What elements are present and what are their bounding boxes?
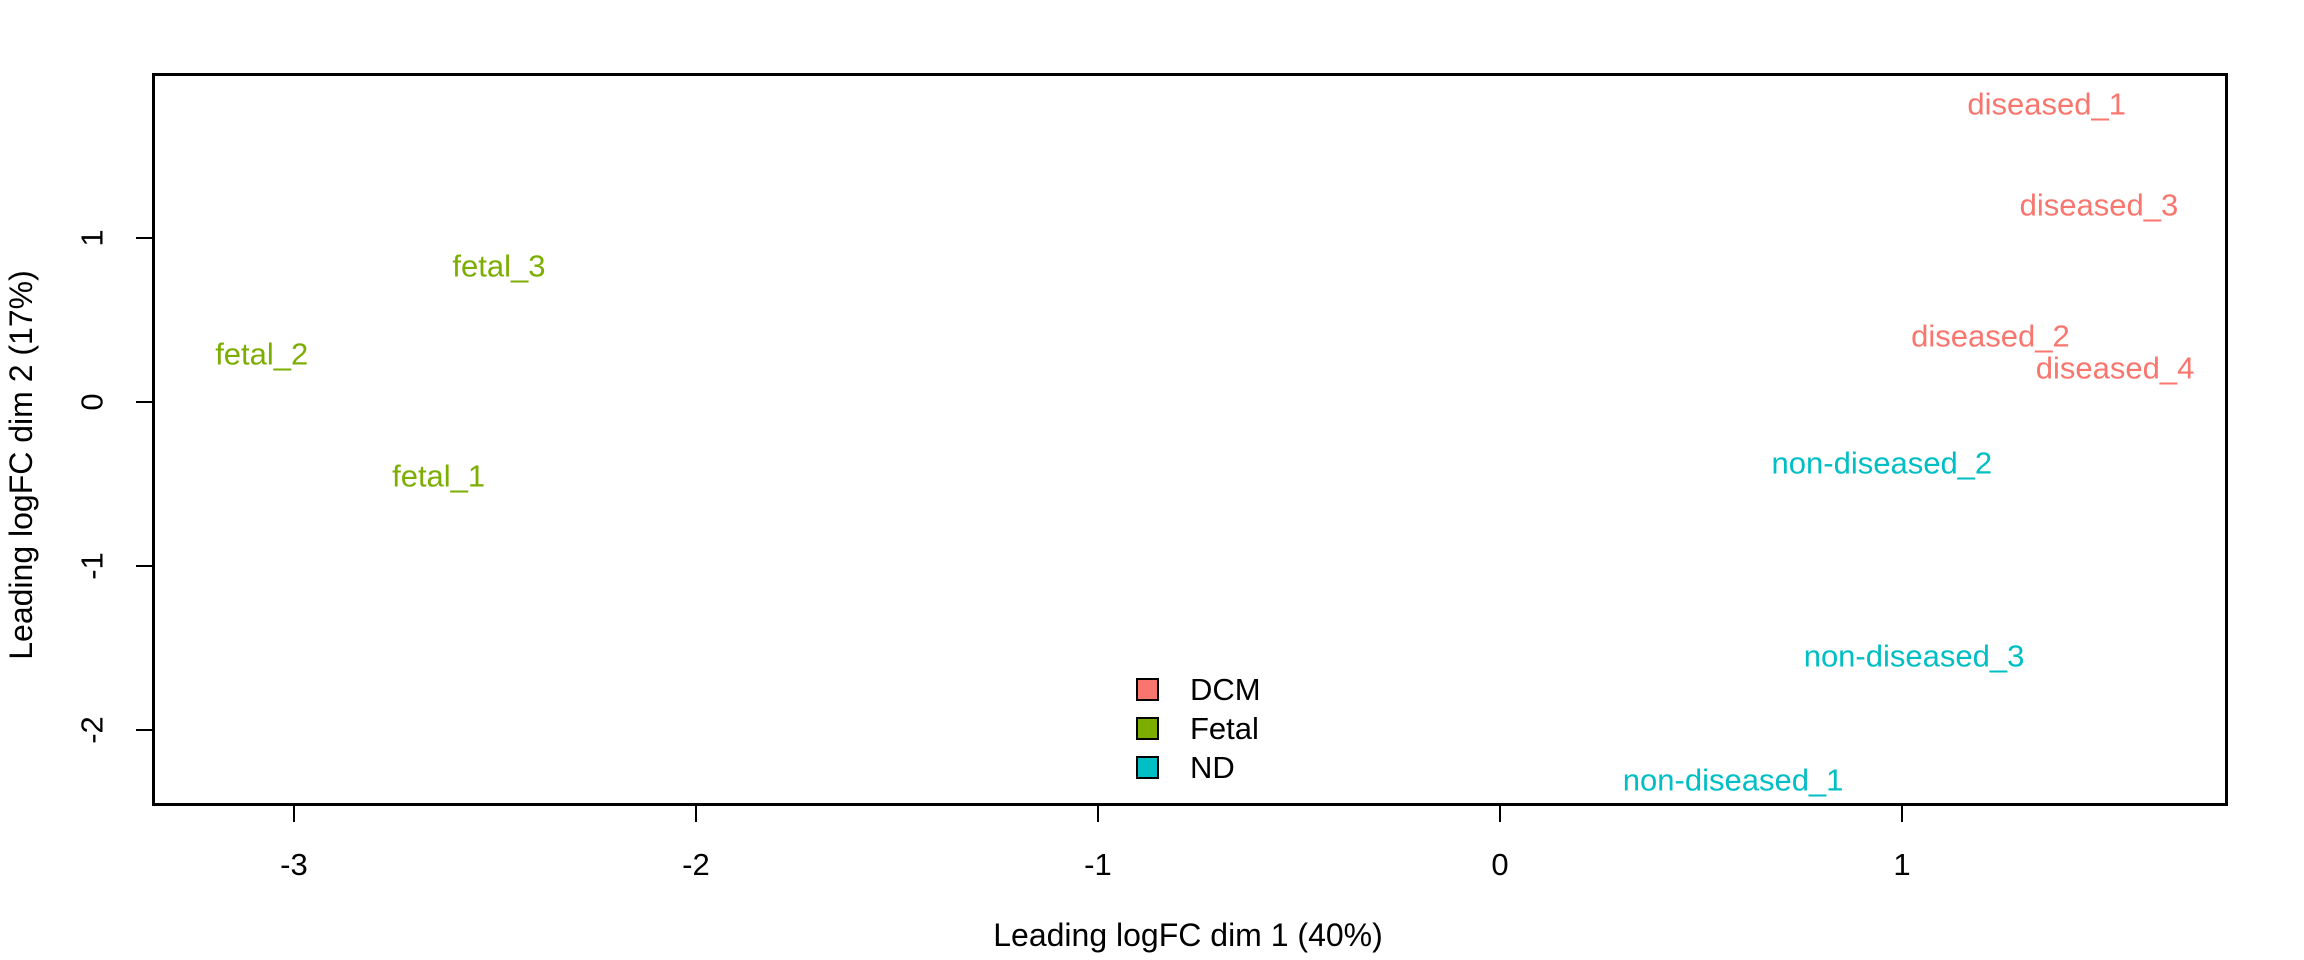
legend-item: ND: [1136, 752, 1261, 783]
x-axis-tick-label: -2: [682, 847, 710, 882]
sample-label: diseased_3: [2019, 187, 2179, 223]
y-axis-tick: [136, 400, 152, 403]
sample-label: fetal_3: [452, 248, 546, 284]
sample-label: fetal_1: [392, 458, 486, 494]
y-axis-tick-label: -1: [74, 552, 110, 580]
sample-label: non-diseased_2: [1771, 445, 1993, 481]
x-axis-tick: [292, 806, 295, 822]
sample-label: diseased_2: [1911, 318, 2070, 354]
legend: DCM Fetal ND: [1136, 674, 1261, 795]
legend-item-label: Fetal: [1190, 711, 1259, 746]
x-axis-tick-label: 1: [1893, 847, 1911, 882]
legend-item: DCM: [1136, 674, 1261, 705]
y-axis-tick-label: 1: [74, 229, 110, 247]
y-axis-tick: [136, 237, 152, 240]
legend-item: Fetal: [1136, 713, 1261, 744]
plot-area: [152, 73, 2228, 806]
legend-color-swatch: [1136, 678, 1159, 701]
x-axis-title: Leading logFC dim 1 (40%): [993, 917, 1383, 953]
x-axis-tick: [1096, 806, 1099, 822]
y-axis-tick-label: -2: [74, 715, 110, 744]
legend-item-label: ND: [1190, 750, 1235, 785]
x-axis-tick: [1498, 806, 1501, 822]
legend-color-swatch: [1136, 756, 1159, 779]
legend-color-swatch: [1136, 717, 1159, 740]
x-axis-tick-label: -1: [1084, 847, 1112, 882]
sample-label: non-diseased_1: [1622, 762, 1844, 798]
y-axis-tick: [136, 728, 152, 731]
y-axis-tick-label: 0: [74, 393, 110, 411]
sample-label: fetal_2: [215, 336, 309, 372]
y-axis-title: Leading logFC dim 2 (17%): [3, 270, 39, 660]
sample-label: non-diseased_3: [1803, 638, 2025, 674]
y-axis-tick: [136, 564, 152, 567]
sample-label: diseased_4: [2035, 350, 2195, 386]
x-axis-tick: [694, 806, 697, 822]
sample-label: diseased_1: [1967, 86, 2126, 122]
x-axis-tick-label: -3: [280, 847, 308, 882]
x-axis-tick-label: 0: [1491, 847, 1509, 882]
x-axis-tick: [1900, 806, 1903, 822]
legend-item-label: DCM: [1190, 672, 1261, 707]
